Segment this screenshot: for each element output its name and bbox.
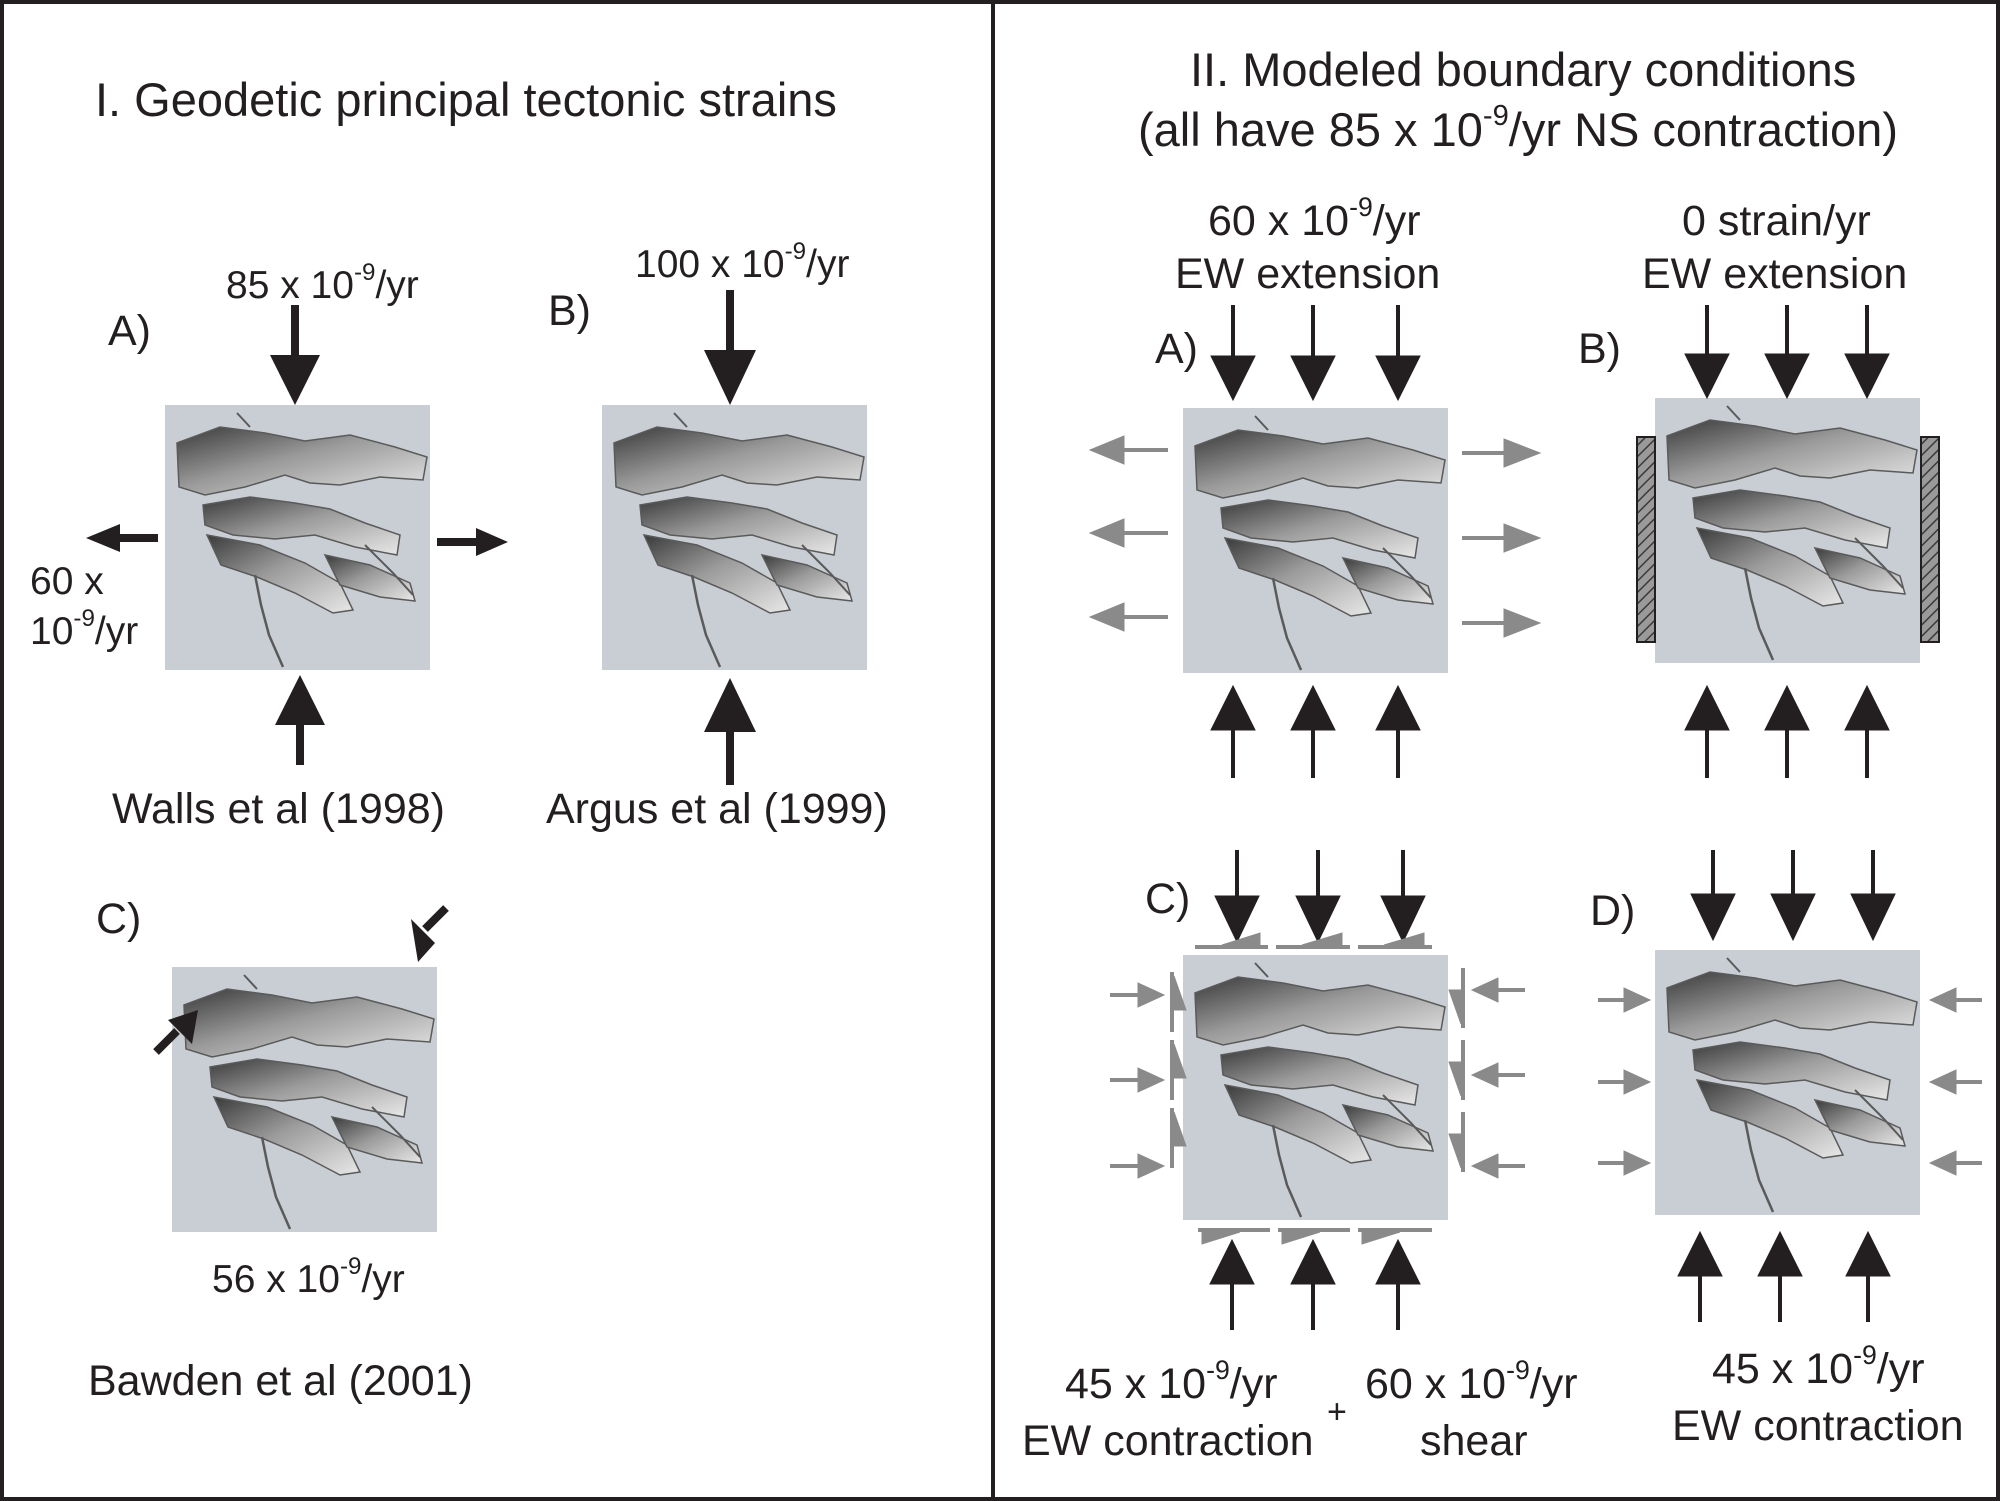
right-panel-title: II. Modeled boundary conditions	[1190, 43, 1857, 96]
left-a-diagram	[86, 305, 508, 765]
right-a-desc: EW extension	[1175, 250, 1441, 298]
right-d-letter: D)	[1590, 887, 1636, 935]
right-panel-subtitle: (all have 85 x 10-9/yr NS contraction)	[1138, 99, 1898, 156]
right-a-rate: 60 x 10-9/yr	[1208, 191, 1421, 245]
right-d-desc: EW contraction	[1672, 1402, 1964, 1450]
left-panel-title: I. Geodetic principal tectonic strains	[95, 73, 837, 126]
right-c-letter: C)	[1145, 875, 1191, 923]
left-c-diagram	[153, 905, 449, 1234]
right-a-diagram	[1088, 305, 1542, 778]
right-c-rate1: 45 x 10-9/yr	[1065, 1354, 1278, 1408]
left-a-letter: A)	[108, 307, 151, 355]
right-b-diagram	[1636, 305, 1940, 778]
left-b-source: Argus et al (1999)	[546, 785, 888, 833]
right-c-plus: +	[1327, 1393, 1347, 1431]
right-d-rate: 45 x 10-9/yr	[1712, 1339, 1925, 1393]
left-c-source: Bawden et al (2001)	[88, 1357, 473, 1405]
left-a-ew-rate-line1: 60 x	[30, 560, 104, 603]
left-c-rate: 56 x 10-9/yr	[212, 1253, 405, 1301]
right-a-letter: A)	[1155, 325, 1198, 373]
right-c-desc2: shear	[1420, 1417, 1528, 1465]
right-d-diagram	[1598, 850, 1982, 1322]
right-c-desc1: EW contraction	[1022, 1417, 1314, 1465]
left-a-ns-rate: 85 x 10-9/yr	[226, 259, 419, 307]
left-c-letter: C)	[96, 895, 142, 943]
right-c-diagram	[1110, 850, 1525, 1330]
right-b-desc: EW extension	[1642, 250, 1908, 298]
right-c-rate2: 60 x 10-9/yr	[1365, 1354, 1578, 1408]
right-b-rate: 0 strain/yr	[1682, 197, 1871, 245]
left-a-source: Walls et al (1998)	[112, 785, 445, 833]
left-b-ns-rate: 100 x 10-9/yr	[635, 238, 850, 286]
left-a-ew-rate-line2: 10-9/yr	[30, 605, 139, 653]
left-b-letter: B)	[548, 287, 591, 335]
right-b-letter: B)	[1578, 325, 1621, 373]
left-b-diagram	[600, 290, 869, 785]
